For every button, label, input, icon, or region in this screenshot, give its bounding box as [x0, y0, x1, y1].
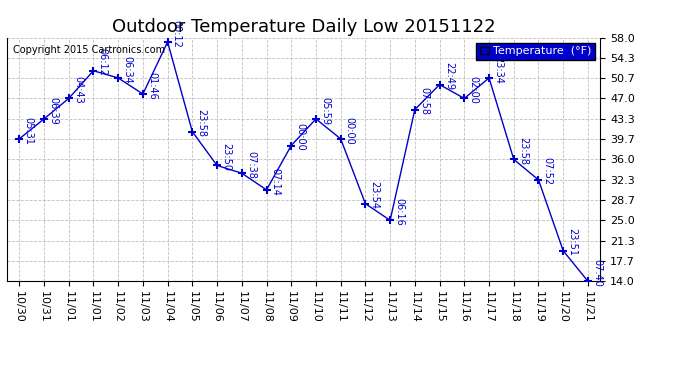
Legend: Temperature  (°F): Temperature (°F)	[476, 43, 595, 60]
Text: 02:00: 02:00	[469, 76, 478, 104]
Text: 06:12: 06:12	[97, 48, 108, 76]
Text: 01:46: 01:46	[147, 72, 157, 99]
Text: 07:58: 07:58	[419, 87, 429, 115]
Text: 06:16: 06:16	[394, 198, 404, 226]
Text: 23:51: 23:51	[567, 228, 578, 256]
Text: 23:34: 23:34	[493, 56, 503, 84]
Title: Outdoor Temperature Daily Low 20151122: Outdoor Temperature Daily Low 20151122	[112, 18, 495, 36]
Text: 07:14: 07:14	[270, 168, 281, 195]
Text: 00:12: 00:12	[172, 20, 181, 48]
Text: 06:39: 06:39	[48, 97, 58, 124]
Text: 07:40: 07:40	[592, 259, 602, 287]
Text: 23:58: 23:58	[518, 137, 528, 165]
Text: 00:00: 00:00	[345, 117, 355, 144]
Text: 07:52: 07:52	[542, 158, 553, 186]
Text: 07:38: 07:38	[246, 151, 256, 179]
Text: 04:43: 04:43	[73, 76, 83, 104]
Text: 23:50: 23:50	[221, 143, 231, 171]
Text: 05:59: 05:59	[320, 97, 330, 124]
Text: 00:00: 00:00	[295, 123, 306, 151]
Text: 23:54: 23:54	[370, 182, 380, 209]
Text: Copyright 2015 Cartronics.com: Copyright 2015 Cartronics.com	[13, 45, 165, 55]
Text: 06:34: 06:34	[122, 56, 132, 84]
Text: 23:58: 23:58	[197, 110, 206, 137]
Text: 22:49: 22:49	[444, 62, 454, 90]
Text: 05:31: 05:31	[23, 117, 33, 144]
